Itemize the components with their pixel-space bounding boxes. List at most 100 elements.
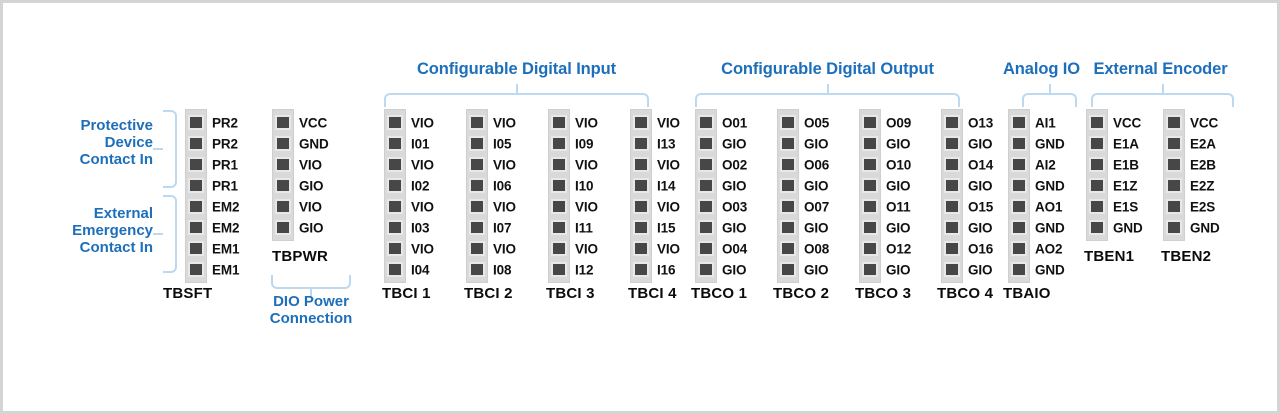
pin-square-icon [188,262,204,277]
pin-square-icon [1089,199,1105,214]
pin-row: E1A [1089,133,1139,154]
connector-name-tben1: TBEN1 [1084,248,1135,265]
pin-label: O04 [722,241,748,256]
pin-square-icon [780,136,796,151]
pin-square-icon [551,115,567,130]
connector-block-tbaio: AI1 GND AI2 GND AO1 GND AO2 GND [1008,109,1065,283]
pin-label: GIO [722,178,747,193]
pin-square-icon [698,220,714,235]
pin-square-icon [275,136,291,151]
side-label-line: Contact In [79,151,153,168]
pin-square-icon [1011,157,1027,172]
side-label-line: External [93,205,153,222]
pin-square-icon [387,157,403,172]
pin-label: EM2 [212,199,240,214]
pin-row: GND [1011,259,1065,280]
pin-label: E2A [1190,136,1216,151]
pin-row: GIO [275,217,324,238]
pin-square-icon [944,199,960,214]
pin-label: AI1 [1035,115,1056,130]
pin-square-icon [862,262,878,277]
pin-label: E1S [1113,199,1139,214]
pin-square-icon [780,262,796,277]
pin-row: GND [1089,217,1143,238]
pin-square-icon [780,178,796,193]
pin-label: I04 [411,262,430,277]
pin-row: I12 [551,259,594,280]
pin-label: I05 [493,136,512,151]
pin-square-icon [780,157,796,172]
pin-square-icon [862,157,878,172]
pin-row: I13 [633,133,676,154]
pin-row: E2S [1166,196,1215,217]
pin-label: PR2 [212,115,238,130]
pin-label: GIO [886,220,911,235]
pin-label: VIO [493,115,516,130]
pin-row: VIO [633,154,680,175]
side-label-line: Emergency [72,222,153,239]
pin-row: VIO [469,196,516,217]
pin-label: I08 [493,262,512,277]
pin-label: O06 [804,157,830,172]
pin-square-icon [633,199,649,214]
pin-square-icon [1166,136,1182,151]
pin-square-icon [1166,199,1182,214]
pin-label: I10 [575,178,594,193]
pin-row: O08 [780,238,829,259]
pin-label: I14 [657,178,676,193]
connector-name-tbci1: TBCI 1 [382,285,431,302]
pin-square-icon [862,178,878,193]
pin-label: E2Z [1190,178,1215,193]
pin-row: GIO [780,175,829,196]
pin-label: I15 [657,220,676,235]
pin-label: AO1 [1035,199,1063,214]
pin-row: VIO [275,196,322,217]
pin-square-icon [469,136,485,151]
pin-label: VIO [657,115,680,130]
pin-square-icon [387,136,403,151]
pin-row: I01 [387,133,430,154]
pin-square-icon [469,178,485,193]
pin-label: I16 [657,262,676,277]
pin-row: AO2 [1011,238,1063,259]
pin-row: O03 [698,196,747,217]
pin-label: VIO [575,157,598,172]
pin-label: GIO [299,220,324,235]
pin-row: VIO [633,196,680,217]
pin-square-icon [188,157,204,172]
side-label-line: Device [104,134,153,151]
pin-row: O02 [698,154,747,175]
pin-row: I11 [551,217,593,238]
pin-row: VIO [469,112,516,133]
pin-label: AO2 [1035,241,1063,256]
pin-row: VIO [633,112,680,133]
pin-square-icon [551,157,567,172]
pin-label: O02 [722,157,748,172]
connector-name-tbco3: TBCO 3 [855,285,912,302]
connector-block-tbpwr: VCC GND VIO GIO VIO GIO [272,109,329,241]
group-title-external-encoder: External Encoder [1093,60,1228,78]
pin-square-icon [275,199,291,214]
pin-label: I12 [575,262,594,277]
pin-row: GIO [698,217,747,238]
pin-square-icon [1089,220,1105,235]
pin-label: VIO [575,115,598,130]
pin-square-icon [188,136,204,151]
pin-row: VIO [551,196,598,217]
pin-row: E2Z [1166,175,1215,196]
pin-square-icon [551,178,567,193]
pin-square-icon [275,220,291,235]
pin-square-icon [633,136,649,151]
pin-label: EM2 [212,220,240,235]
pin-label: GIO [886,178,911,193]
pin-row: I07 [469,217,512,238]
pin-square-icon [633,157,649,172]
pin-row: GND [1166,217,1220,238]
connector-block-tbco1: O01 GIO O02 GIO O03 GIO O04 GIO [695,109,747,283]
pin-row: O07 [780,196,829,217]
connector-block-tbci3: VIO I09 VIO I10 VIO I11 VIO I12 [548,109,598,283]
pin-label: O09 [886,115,912,130]
pin-label: O08 [804,241,830,256]
pin-label: GIO [886,262,911,277]
bracket-stem [1048,84,1051,95]
